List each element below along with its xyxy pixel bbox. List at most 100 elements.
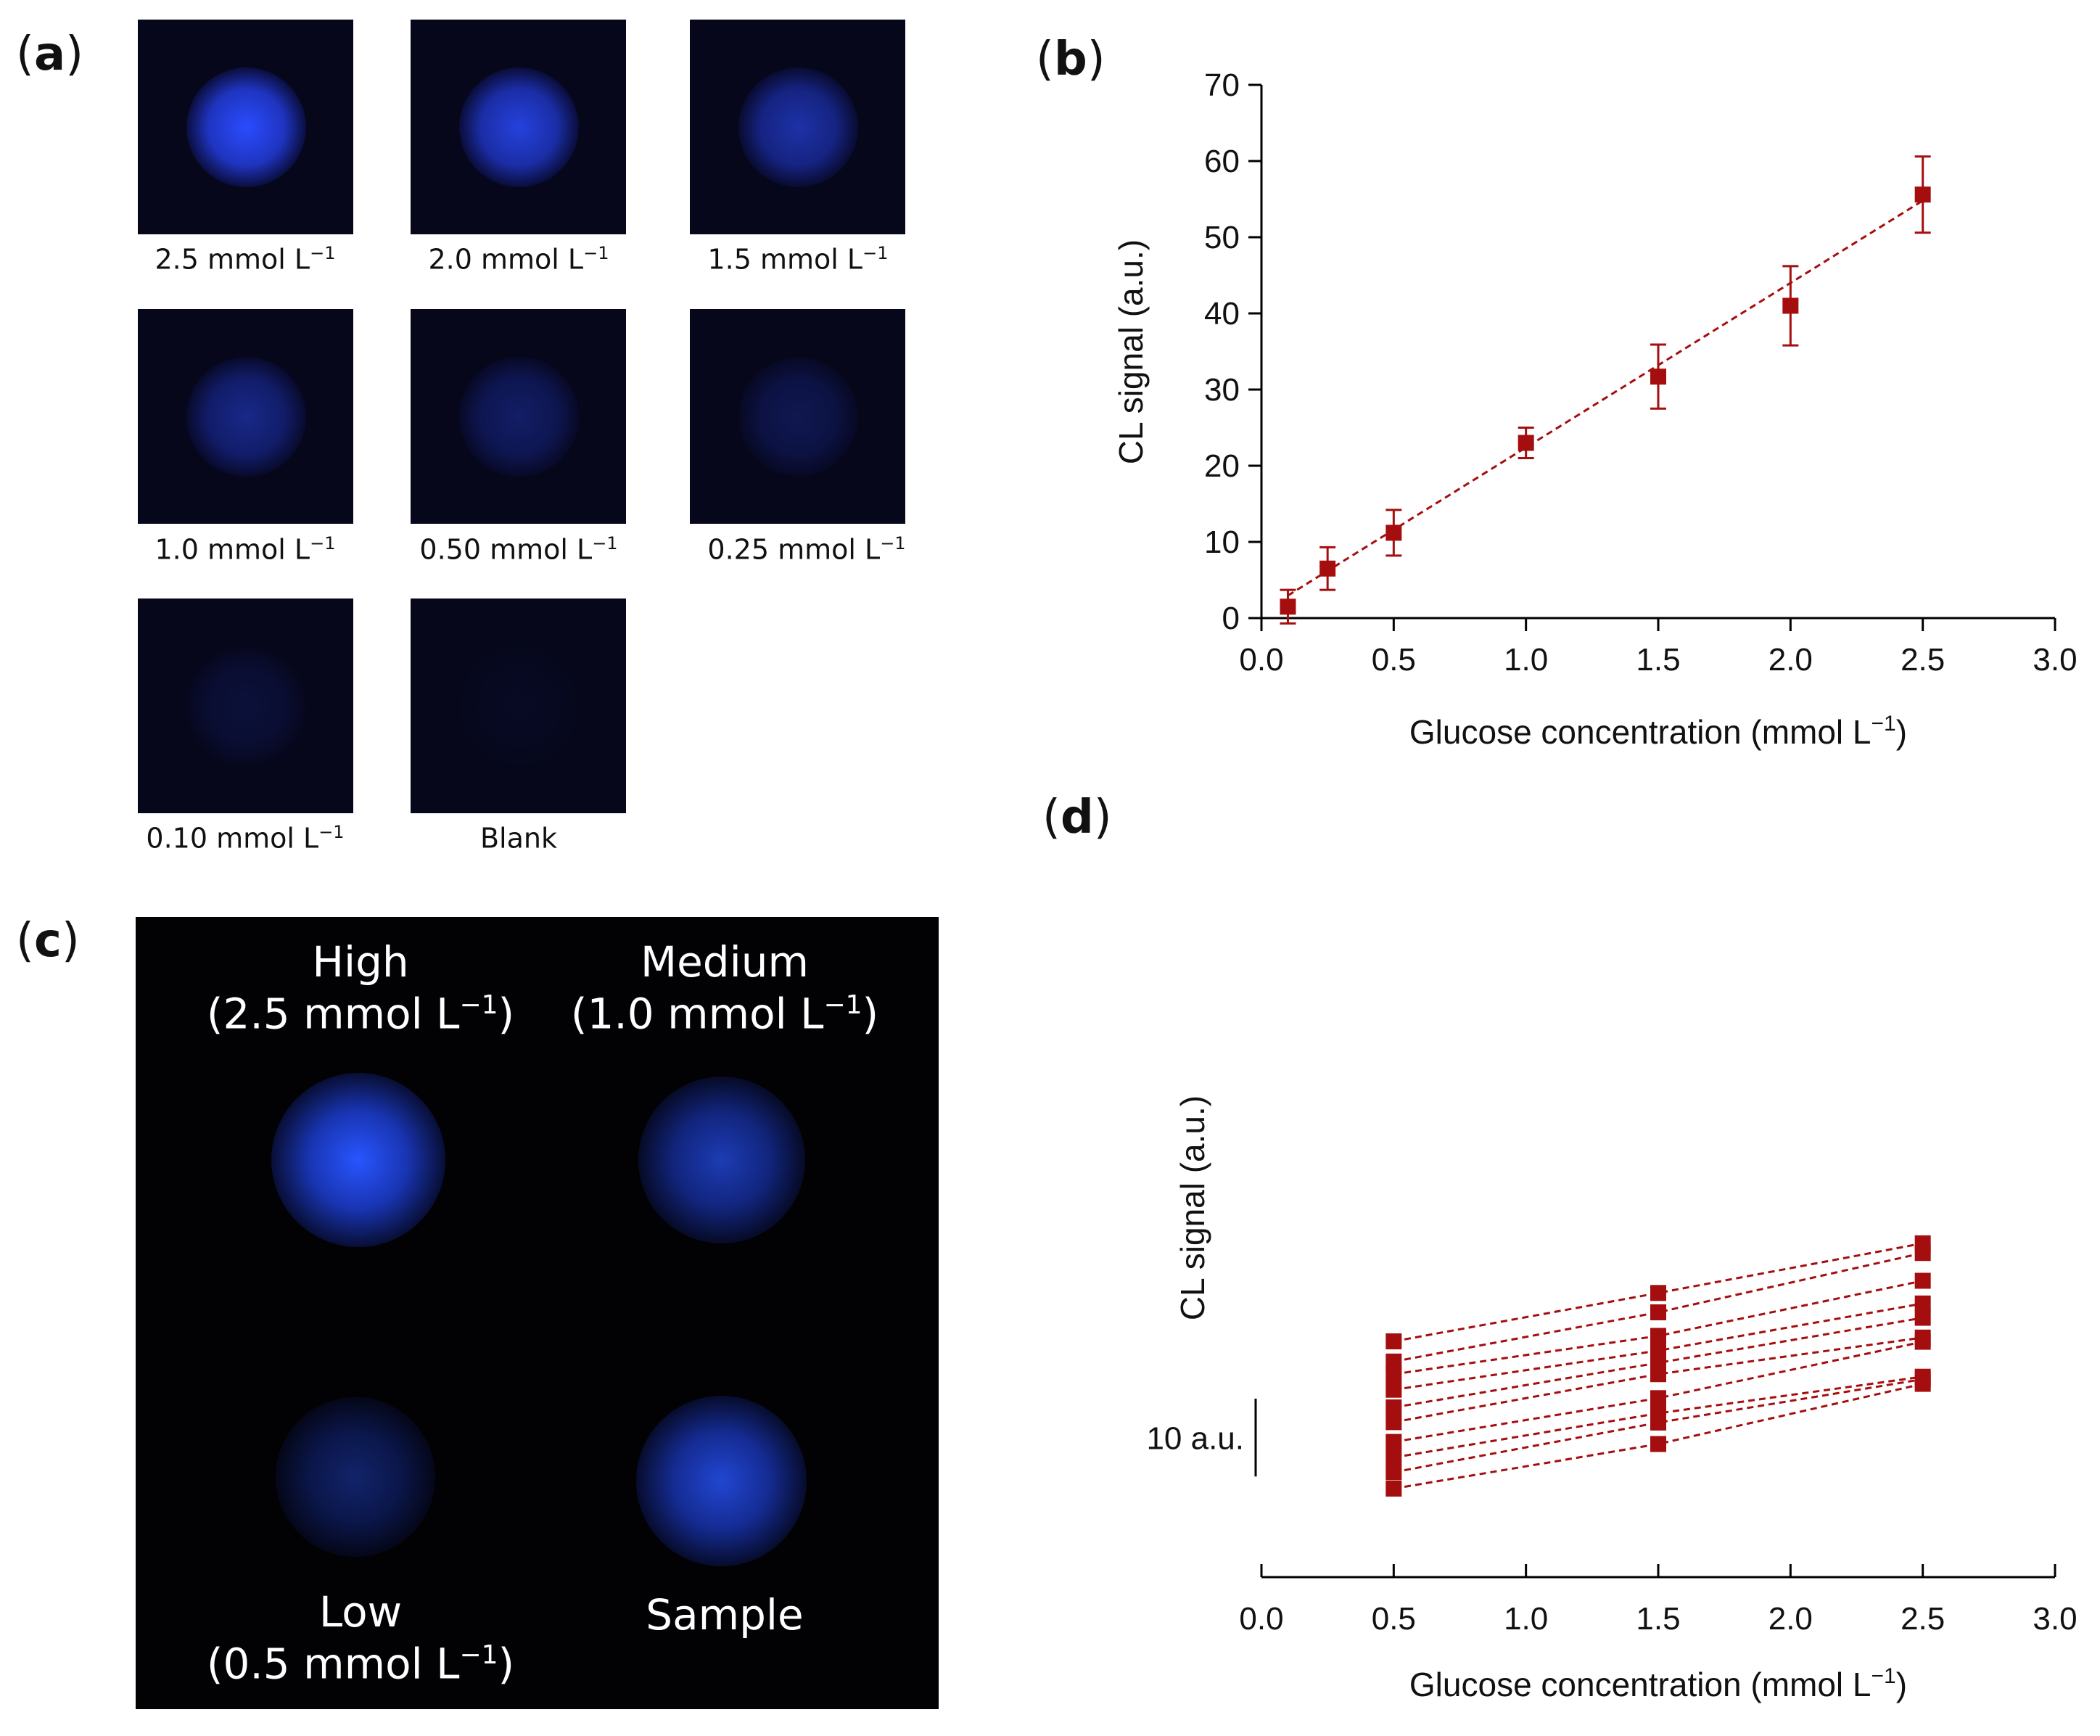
c-label-low: Low (0.5 mmol L−1) xyxy=(206,1587,515,1689)
tile-spot xyxy=(186,67,306,187)
data-point xyxy=(1385,1399,1402,1416)
y-tick-label: 70 xyxy=(1204,67,1240,103)
c-label-high: High (2.5 mmol L−1) xyxy=(206,937,515,1039)
x-tick-label: 0.5 xyxy=(1372,1601,1416,1637)
data-point xyxy=(1518,435,1534,451)
y-tick-label: 50 xyxy=(1204,220,1240,255)
data-point xyxy=(1650,1304,1666,1320)
c-spot-medium xyxy=(638,1077,805,1243)
data-point xyxy=(1650,1328,1666,1344)
data-point xyxy=(1385,1366,1402,1383)
data-point xyxy=(1385,1449,1402,1466)
data-point xyxy=(1650,1436,1666,1452)
data-point xyxy=(1385,1414,1402,1431)
x-tick-label: 1.5 xyxy=(1636,1601,1680,1637)
y-axis-label: CL signal (a.u.) xyxy=(1112,239,1150,464)
tile-1-0 xyxy=(138,309,353,524)
data-point xyxy=(1914,1245,1931,1262)
data-point xyxy=(1914,1309,1931,1326)
data-point xyxy=(1385,1353,1402,1370)
panel-label-a: (a) xyxy=(16,28,84,81)
data-point xyxy=(1385,1333,1402,1349)
tile-spot xyxy=(738,67,858,187)
panel-label-b: (b) xyxy=(1036,33,1105,86)
c-label-sample: Sample xyxy=(646,1590,804,1640)
data-point xyxy=(1782,297,1799,314)
tile-spot xyxy=(458,67,579,187)
panel-label-d: (d) xyxy=(1042,791,1112,844)
data-point xyxy=(1650,1390,1666,1407)
c-spot-high xyxy=(271,1073,445,1247)
data-point xyxy=(1650,1414,1666,1431)
data-point xyxy=(1385,1481,1402,1497)
data-point xyxy=(1650,1342,1666,1359)
tile-spot xyxy=(186,646,306,766)
tile-caption: 0.25 mmol L−1 xyxy=(707,533,906,566)
tile-caption: 1.0 mmol L−1 xyxy=(155,533,336,566)
c-spot-sample xyxy=(636,1396,807,1566)
data-point xyxy=(1914,1333,1931,1350)
data-point xyxy=(1650,1285,1666,1301)
chart-b: 0.0 0.5 1.0 1.5 2.0 2.5 3.0 0 10 20 30 40 50 60 70 Gluc… xyxy=(1112,67,2078,751)
tile-1-5 xyxy=(690,20,905,234)
tile-0-10 xyxy=(138,598,353,813)
series-line xyxy=(1393,1242,1923,1343)
data-point xyxy=(1385,524,1402,541)
data-point xyxy=(1914,1295,1931,1312)
y-tick-label: 10 xyxy=(1204,524,1240,560)
tile-0-50 xyxy=(411,309,626,524)
tile-caption: 1.5 mmol L−1 xyxy=(707,243,889,276)
series-line xyxy=(1393,1336,1923,1423)
data-point xyxy=(1385,1433,1402,1450)
data-point xyxy=(1914,1272,1931,1289)
c-label-medium: Medium (1.0 mmol L−1) xyxy=(570,937,879,1039)
data-point xyxy=(1650,369,1666,385)
data-point xyxy=(1319,560,1336,577)
series-line xyxy=(1393,1383,1923,1490)
x-tick-label: 0.5 xyxy=(1372,642,1416,678)
y-tick-label: 30 xyxy=(1204,372,1240,408)
data-point xyxy=(1385,1464,1402,1481)
y-tick-label: 40 xyxy=(1204,296,1240,332)
tile-caption: Blank xyxy=(479,822,557,855)
data-point xyxy=(1385,1381,1402,1398)
tile-spot xyxy=(738,357,858,477)
scale-bar-label: 10 a.u. xyxy=(1146,1421,1244,1457)
panel-label-c: (c) xyxy=(16,914,80,968)
tile-0-25 xyxy=(690,309,905,524)
y-tick-label: 60 xyxy=(1204,144,1240,179)
x-axis-label: Glucose concentration (mmol L−1) xyxy=(1409,1664,1907,1703)
x-tick-label: 2.0 xyxy=(1768,642,1813,678)
x-tick-label: 3.0 xyxy=(2033,642,2077,678)
x-tick-label: 2.5 xyxy=(1901,642,1945,678)
chart-d: 0.0 0.5 1.0 1.5 2.0 2.5 3.0 Glucose concentrati… xyxy=(1146,1095,2077,1703)
tile-spot xyxy=(458,646,579,766)
x-tick-label: 2.5 xyxy=(1901,1601,1945,1637)
y-axis-label: CL signal (a.u.) xyxy=(1174,1095,1211,1320)
y-tick-label: 0 xyxy=(1222,601,1240,636)
tile-caption: 0.10 mmol L−1 xyxy=(146,822,345,855)
y-tick-label: 20 xyxy=(1204,448,1240,484)
tile-blank xyxy=(411,598,626,813)
series-line xyxy=(1393,1378,1923,1473)
tile-spot xyxy=(458,357,579,477)
series-line xyxy=(1393,1251,1923,1363)
c-spot-low xyxy=(276,1397,435,1557)
data-point xyxy=(1650,1366,1666,1383)
fit-line xyxy=(1287,199,1924,597)
x-tick-label: 3.0 xyxy=(2033,1601,2077,1637)
tile-2-0 xyxy=(411,20,626,234)
tile-spot xyxy=(186,357,306,477)
series-line xyxy=(1393,1375,1923,1459)
x-tick-label: 0.0 xyxy=(1239,1601,1283,1637)
x-tick-label: 2.0 xyxy=(1768,1601,1813,1637)
x-tick-label: 0.0 xyxy=(1239,642,1283,678)
x-tick-label: 1.5 xyxy=(1636,642,1680,678)
series-line xyxy=(1393,1317,1923,1409)
x-tick-label: 1.0 xyxy=(1504,1601,1548,1637)
tile-caption: 0.50 mmol L−1 xyxy=(419,533,618,566)
x-axis-label: Glucose concentration (mmol L−1) xyxy=(1409,712,1907,751)
data-point xyxy=(1280,598,1296,615)
tile-caption: 2.5 mmol L−1 xyxy=(155,243,336,276)
panel-c-photo: High (2.5 mmol L−1) Medium (1.0 mmol L−1) … xyxy=(136,917,939,1709)
